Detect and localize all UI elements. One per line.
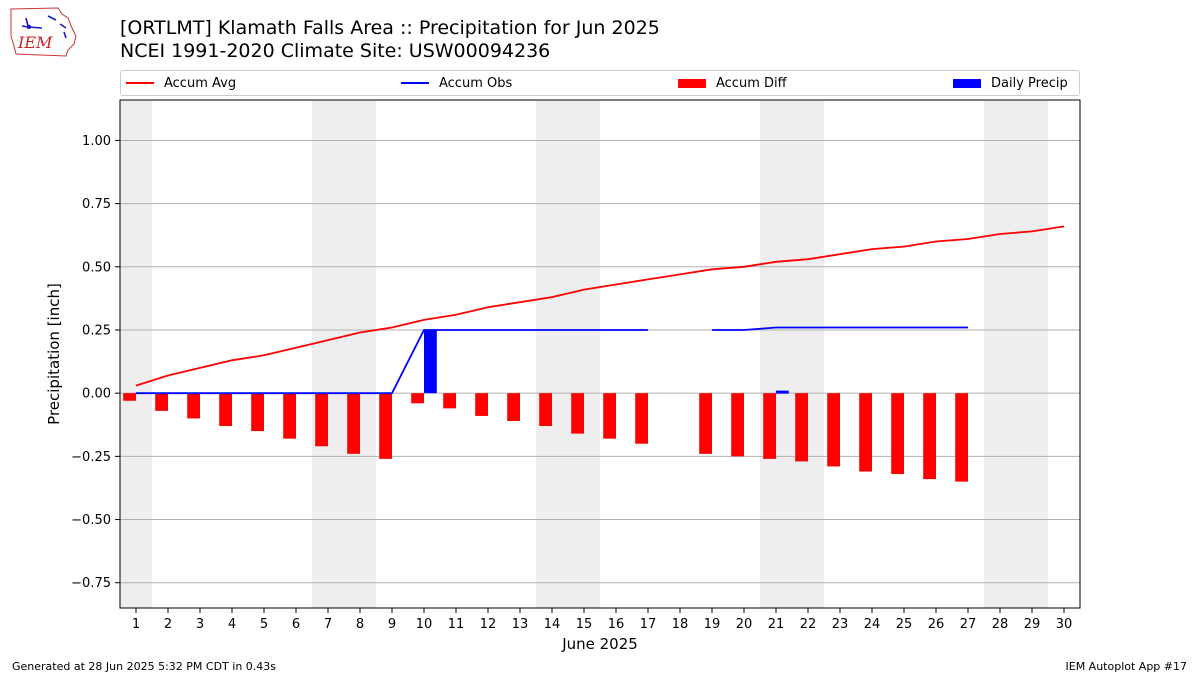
diff-bar xyxy=(635,393,648,444)
diff-bar xyxy=(571,393,584,434)
x-tick-label: 24 xyxy=(864,617,881,632)
diff-bar xyxy=(763,393,776,459)
diff-bar xyxy=(795,393,808,462)
x-tick-label: 1 xyxy=(132,617,140,632)
plot-frame xyxy=(119,99,1081,609)
legend-label-accum-avg: Accum Avg xyxy=(164,75,237,91)
y-tick-label: 0.50 xyxy=(82,260,111,275)
y-axis-label: Precipitation [inch] xyxy=(45,283,63,425)
x-tick-label: 8 xyxy=(356,617,364,632)
x-tick-label: 27 xyxy=(960,617,977,632)
y-tick-label: 0.25 xyxy=(82,323,111,338)
y-tick-label: −0.75 xyxy=(71,576,111,591)
diff-bar xyxy=(379,393,392,459)
legend-swatch-accum-diff xyxy=(678,78,706,88)
diff-bar xyxy=(155,393,168,411)
y-tick-label: 0.75 xyxy=(82,197,111,212)
diff-bar xyxy=(443,393,456,409)
x-tick-label: 11 xyxy=(448,617,465,632)
y-tick-label: 1.00 xyxy=(82,134,111,149)
x-tick-label: 10 xyxy=(416,617,433,632)
weekend-band xyxy=(120,100,152,608)
diff-bar xyxy=(315,393,328,447)
diff-bar xyxy=(411,393,424,404)
diff-bar xyxy=(507,393,520,421)
x-tick-label: 19 xyxy=(704,617,721,632)
diff-bar xyxy=(859,393,872,472)
x-tick-label: 16 xyxy=(608,617,625,632)
x-tick-label: 22 xyxy=(800,617,817,632)
accum-obs-line xyxy=(712,326,968,331)
legend-item-accum-avg: Accum Avg xyxy=(126,71,236,95)
x-tick-label: 9 xyxy=(388,617,396,632)
x-tick-label: 25 xyxy=(896,617,913,632)
diff-bar xyxy=(475,393,488,416)
y-tick-label: −0.50 xyxy=(71,513,111,528)
diff-bar xyxy=(603,393,616,439)
chart-subtitle: NCEI 1991-2020 Climate Site: USW00094236 xyxy=(120,40,551,62)
y-tick-label: −0.25 xyxy=(71,450,111,465)
diff-bar xyxy=(219,393,232,427)
x-tick-label: 20 xyxy=(736,617,753,632)
daily-precip-bar xyxy=(776,390,789,394)
diff-bar xyxy=(731,393,744,457)
diff-bar xyxy=(699,393,712,454)
weekend-band xyxy=(536,100,600,608)
daily-precip-bar xyxy=(424,329,437,394)
x-tick-label: 18 xyxy=(672,617,689,632)
chart-title: [ORTLMT] Klamath Falls Area :: Precipita… xyxy=(120,17,660,39)
weekend-band xyxy=(312,100,376,608)
x-axis-label: June 2025 xyxy=(561,635,638,653)
accum-obs-line xyxy=(136,329,648,395)
x-tick-label: 12 xyxy=(480,617,497,632)
diff-bar xyxy=(283,393,296,439)
weekend-band xyxy=(760,100,824,608)
diff-bar xyxy=(891,393,904,475)
iem-logo: IEM xyxy=(10,7,77,57)
x-tick-label: 30 xyxy=(1056,617,1073,632)
diff-bar xyxy=(827,393,840,467)
diff-bar xyxy=(347,393,360,454)
legend-swatch-accum-obs xyxy=(401,82,429,84)
x-tick-label: 14 xyxy=(544,617,561,632)
x-tick-label: 2 xyxy=(164,617,172,632)
diff-bar xyxy=(955,393,968,482)
legend-label-daily-precip: Daily Precip xyxy=(991,75,1068,91)
x-tick-label: 26 xyxy=(928,617,945,632)
accum-avg-line xyxy=(135,225,1065,387)
x-tick-label: 13 xyxy=(512,617,529,632)
x-tick-label: 4 xyxy=(228,617,236,632)
x-tick-label: 5 xyxy=(260,617,268,632)
diff-bar xyxy=(923,393,936,480)
diff-bar xyxy=(187,393,200,419)
legend-item-accum-obs: Accum Obs xyxy=(401,71,512,95)
legend-label-accum-obs: Accum Obs xyxy=(439,75,513,91)
legend: Accum Avg Accum Obs Accum Diff Daily Pre… xyxy=(120,70,1080,96)
x-tick-label: 23 xyxy=(832,617,849,632)
x-tick-label: 15 xyxy=(576,617,593,632)
logo-text: IEM xyxy=(17,33,53,52)
x-tick-label: 21 xyxy=(768,617,785,632)
legend-item-daily-precip: Daily Precip xyxy=(953,71,1068,95)
x-tick-label: 28 xyxy=(992,617,1009,632)
legend-swatch-accum-avg xyxy=(126,82,154,84)
diff-bar xyxy=(251,393,264,432)
x-tick-label: 7 xyxy=(324,617,332,632)
footer-generated: Generated at 28 Jun 2025 5:32 PM CDT in … xyxy=(12,660,277,673)
x-tick-label: 3 xyxy=(196,617,204,632)
weekend-band xyxy=(984,100,1048,608)
legend-item-accum-diff: Accum Diff xyxy=(678,71,787,95)
x-tick-label: 29 xyxy=(1024,617,1041,632)
diff-bar xyxy=(123,393,136,401)
y-tick-label: 0.00 xyxy=(82,387,111,402)
legend-swatch-daily-precip xyxy=(953,78,981,88)
x-tick-label: 17 xyxy=(640,617,657,632)
x-tick-label: 6 xyxy=(292,617,300,632)
legend-label-accum-diff: Accum Diff xyxy=(716,75,787,91)
diff-bar xyxy=(539,393,552,427)
footer-app: IEM Autoplot App #17 xyxy=(1065,660,1188,673)
